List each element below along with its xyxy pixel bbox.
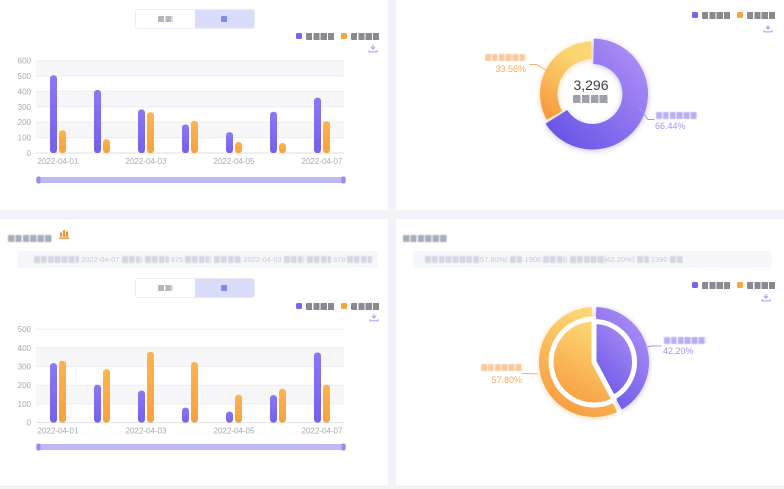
- svg-text:500: 500: [18, 325, 32, 334]
- svg-text:400: 400: [18, 87, 32, 96]
- svg-text:2022-04-05: 2022-04-05: [214, 427, 255, 436]
- svg-text:33.56%: 33.56%: [495, 64, 526, 74]
- svg-text:2022-04-05: 2022-04-05: [214, 157, 255, 166]
- svg-text:2022-04-07: 2022-04-07: [302, 157, 343, 166]
- svg-text:400: 400: [18, 344, 32, 353]
- svg-text:0: 0: [27, 149, 32, 158]
- svg-text:2022-04-07: 2022-04-07: [302, 427, 343, 436]
- svg-text:2022-04-01: 2022-04-01: [38, 157, 79, 166]
- svg-text:200: 200: [18, 118, 32, 127]
- svg-text:0: 0: [27, 419, 32, 428]
- svg-text:2022-04-03: 2022-04-03: [126, 157, 167, 166]
- svg-text:100: 100: [18, 400, 32, 409]
- svg-text:42.20%: 42.20%: [663, 346, 694, 356]
- svg-text:300: 300: [18, 103, 32, 112]
- svg-text:3,296: 3,296: [573, 77, 608, 93]
- svg-text:66.44%: 66.44%: [655, 121, 686, 131]
- svg-text:2022-04-01: 2022-04-01: [38, 427, 79, 436]
- svg-text:57.80%: 57.80%: [491, 375, 522, 385]
- svg-text:100: 100: [18, 134, 32, 143]
- svg-text:200: 200: [18, 381, 32, 390]
- svg-text:300: 300: [18, 363, 32, 372]
- svg-text:600: 600: [18, 57, 32, 66]
- svg-text:500: 500: [18, 72, 32, 81]
- svg-text:2022-04-03: 2022-04-03: [126, 427, 167, 436]
